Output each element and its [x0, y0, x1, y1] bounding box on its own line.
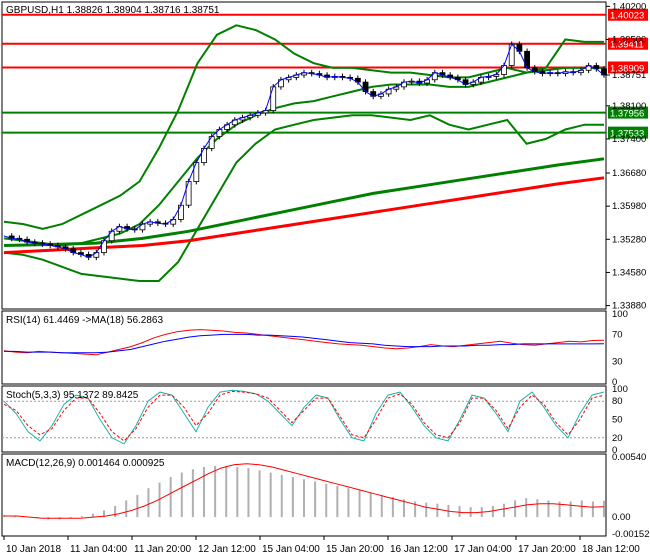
main-panel-frame: [1, 1, 607, 310]
rsi-y-label: 0: [612, 377, 617, 388]
level-tag: [608, 61, 648, 74]
rsi-series-line: [3, 329, 605, 356]
macd-layer: [3, 463, 605, 520]
x-label: 15 Jan 04:00: [262, 544, 320, 555]
main-y-label: 1.35280: [612, 234, 646, 245]
bollinger-lower: [3, 114, 604, 282]
rsi-y-label: 100: [612, 309, 628, 320]
stoch-panel-frame: [1, 385, 607, 453]
main-y-label: 1.39500: [612, 35, 646, 46]
level-tag: [608, 37, 648, 50]
x-label: 17 Jan 04:00: [454, 544, 512, 555]
macd-signal-line: [4, 463, 605, 519]
rsi-panel-frame: [1, 310, 607, 385]
x-label: 15 Jan 20:00: [326, 544, 384, 555]
main-y-label: 1.40200: [612, 1, 646, 12]
x-label: 11 Jan 04:00: [70, 544, 128, 555]
stoch-layer: [2, 389, 606, 445]
candle-body: [270, 86, 277, 111]
x-label: 11 Jan 20:00: [134, 544, 192, 555]
macd-y-label: 0.00: [612, 512, 631, 523]
stoch-y-label: 0: [612, 445, 617, 456]
main-y-label: 1.34580: [612, 267, 646, 278]
stoch-panel-header: Stoch(5,3,3) 95.1372 89.8425: [6, 390, 139, 401]
stoch-series-line: [3, 389, 605, 445]
x-label: 17 Jan 20:00: [518, 544, 576, 555]
level-tag: [608, 106, 648, 119]
stoch-y-label: 100: [612, 384, 628, 395]
rsi-y-label: 70: [612, 329, 623, 340]
macd-panel-header: MACD(12,26,9) 0.001464 0.000925: [6, 458, 165, 469]
stoch-y-label: 50: [612, 415, 623, 426]
candle-body: [201, 147, 207, 164]
main-y-label: 1.38751: [612, 70, 646, 81]
level-label: 1.40023: [610, 11, 644, 22]
axis-layer: 1.40023 1.39411 1.38909 1.37956 1.37533 1.402…: [3, 1, 650, 555]
level-tag: [608, 126, 648, 139]
stoch-y-label: 20: [612, 433, 623, 444]
main-y-label: 1.36680: [612, 168, 646, 179]
level-label: 1.37956: [610, 109, 644, 120]
x-label: 16 Jan 12:00: [390, 544, 448, 555]
level-tag: [608, 8, 648, 21]
rsi-series-line: [4, 333, 605, 354]
x-label: 10 Jan 2018: [6, 544, 61, 555]
rsi-layer: [3, 329, 605, 356]
macd-y-label: 0.00540: [612, 452, 646, 463]
main-panel-header: GBPUSD,H1 1.38826 1.38904 1.38716 1.3875…: [6, 5, 220, 16]
macd-y-label: -0.00152: [612, 529, 650, 540]
stoch-y-label: 80: [612, 396, 623, 407]
main-price-layer: [2, 13, 607, 282]
price-ma-line: [3, 43, 605, 258]
main-y-label: 1.35980: [612, 201, 646, 212]
candle-body: [524, 50, 530, 69]
main-y-label: 1.37400: [612, 134, 646, 145]
level-label: 1.37533: [610, 129, 644, 140]
candle-body: [185, 181, 192, 206]
candle-body: [508, 43, 515, 66]
level-label: 1.38909: [610, 63, 644, 74]
rsi-panel-header: RSI(14) 61.4469 ->MA(18) 56.2863: [6, 315, 163, 326]
candle-body: [193, 162, 200, 182]
x-label: 12 Jan 12:00: [198, 544, 256, 555]
rsi-y-label: 30: [612, 357, 623, 368]
main-y-label: 1.38100: [612, 101, 646, 112]
x-label: 18 Jan 12:00: [582, 544, 640, 555]
level-label: 1.39411: [610, 40, 644, 51]
main-y-label: 1.33880: [612, 301, 646, 312]
bollinger-middle: [3, 66, 604, 247]
stoch-series-line: [3, 390, 605, 442]
candle-body: [208, 136, 215, 149]
